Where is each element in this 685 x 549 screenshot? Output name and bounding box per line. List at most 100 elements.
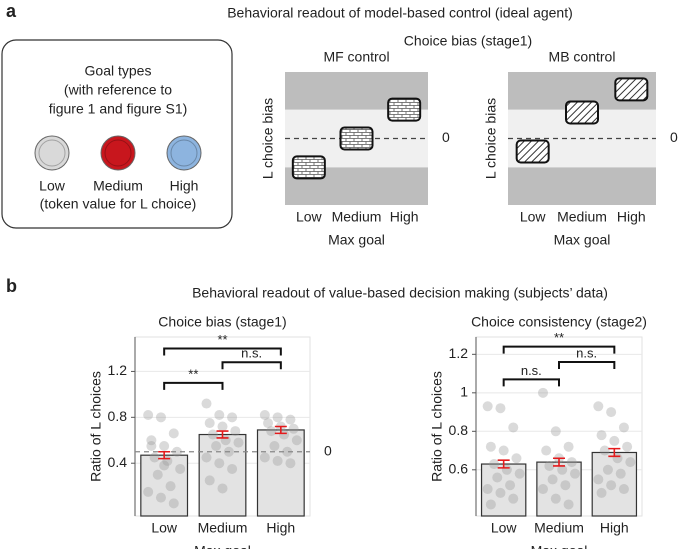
data-point: [143, 410, 154, 421]
data-point: [285, 414, 296, 425]
bar: [480, 463, 527, 517]
goal-box-title: figure 1 and figure S1): [49, 101, 188, 117]
data-point: [495, 403, 506, 414]
data-point: [259, 452, 270, 463]
data-point: [168, 498, 179, 509]
y-axis-label: Ratio of L choices: [88, 371, 104, 482]
data-point: [550, 426, 561, 437]
data-point: [495, 487, 506, 498]
x-tick-label: Low: [151, 520, 178, 536]
error-bar: [158, 450, 171, 460]
data-point: [557, 464, 568, 475]
data-point: [625, 457, 636, 468]
reference-label: 0: [670, 129, 678, 145]
panel-title: Behavioral readout of model-based contro…: [227, 5, 573, 21]
x-axis-label: Max goal: [194, 543, 251, 549]
data-point: [272, 455, 283, 466]
y-tick-label: 0.8: [449, 422, 469, 438]
data-point: [285, 458, 296, 469]
token: [166, 135, 202, 171]
chart-title: MB control: [549, 49, 616, 65]
x-tick-label: High: [617, 209, 646, 225]
data-point: [606, 407, 617, 418]
data-point: [492, 472, 503, 483]
significance-bracket: [221, 361, 282, 370]
data-point: [152, 469, 163, 480]
error-bar: [216, 430, 229, 439]
y-tick-label: 0.8: [108, 408, 128, 424]
data-point: [143, 486, 154, 497]
data-point: [263, 418, 274, 429]
token-label: Low: [39, 178, 66, 194]
bar: [198, 433, 247, 517]
y-tick-label: 0.6: [449, 461, 469, 477]
data-point: [593, 474, 604, 485]
error-bar: [497, 459, 510, 469]
data-point: [482, 484, 493, 495]
error-bar: [608, 447, 621, 458]
x-tick-label: Medium: [198, 520, 248, 536]
data-point: [544, 460, 555, 471]
significance-label: **: [217, 332, 227, 347]
panel-title: Behavioral readout of value-based decisi…: [192, 285, 608, 301]
panel-subtitle: Choice bias (stage1): [404, 33, 532, 49]
significance-label: n.s.: [576, 345, 597, 360]
data-point: [149, 452, 160, 463]
data-point: [482, 401, 493, 412]
data-point: [171, 446, 182, 457]
goal-box-title: Goal types: [85, 63, 152, 79]
data-point: [609, 435, 620, 446]
data-point: [602, 464, 613, 475]
x-tick-label: Medium: [557, 209, 607, 225]
x-tick-label: High: [600, 520, 629, 536]
data-point: [230, 426, 241, 437]
data-point: [272, 412, 283, 423]
significance-bracket: [502, 345, 616, 354]
x-axis-label: Max goal: [554, 232, 611, 248]
y-tick-label: 1.2: [108, 362, 128, 378]
level-box: [291, 155, 326, 180]
level-box: [515, 139, 550, 164]
data-point: [259, 410, 270, 421]
x-tick-label: Low: [296, 209, 323, 225]
data-point: [508, 493, 519, 504]
data-point: [615, 468, 626, 479]
data-point: [511, 453, 522, 464]
chart-title: Choice bias (stage1): [158, 314, 286, 330]
data-point: [146, 435, 157, 446]
data-point: [599, 445, 610, 456]
data-point: [282, 446, 293, 457]
token: [34, 135, 70, 171]
significance-bracket: [502, 378, 560, 387]
data-point: [563, 499, 574, 510]
significance-bracket: [558, 361, 616, 370]
y-tick-label: 1: [460, 384, 468, 400]
x-tick-label: Low: [491, 520, 518, 536]
data-point: [485, 499, 496, 510]
token-rim: [170, 139, 198, 167]
data-point: [214, 410, 225, 421]
reference-label: 0: [442, 129, 450, 145]
data-point: [269, 441, 280, 452]
goal-box-title: (with reference to: [64, 82, 172, 98]
data-point: [214, 458, 225, 469]
data-point: [155, 492, 166, 503]
data-point: [175, 463, 186, 474]
data-point: [165, 481, 176, 492]
x-axis-label: Max goal: [328, 232, 385, 248]
data-point: [508, 422, 519, 433]
token-label: High: [170, 178, 199, 194]
significance-bracket: [163, 347, 282, 356]
data-point: [155, 412, 166, 423]
token-rim: [104, 139, 132, 167]
data-point: [618, 484, 629, 495]
level-box: [565, 100, 599, 125]
reference-label: 0: [324, 442, 332, 458]
data-point: [560, 480, 571, 491]
data-point: [563, 441, 574, 452]
level-box: [387, 97, 422, 122]
data-point: [217, 421, 228, 432]
level-box: [339, 126, 374, 151]
data-point: [266, 426, 277, 437]
